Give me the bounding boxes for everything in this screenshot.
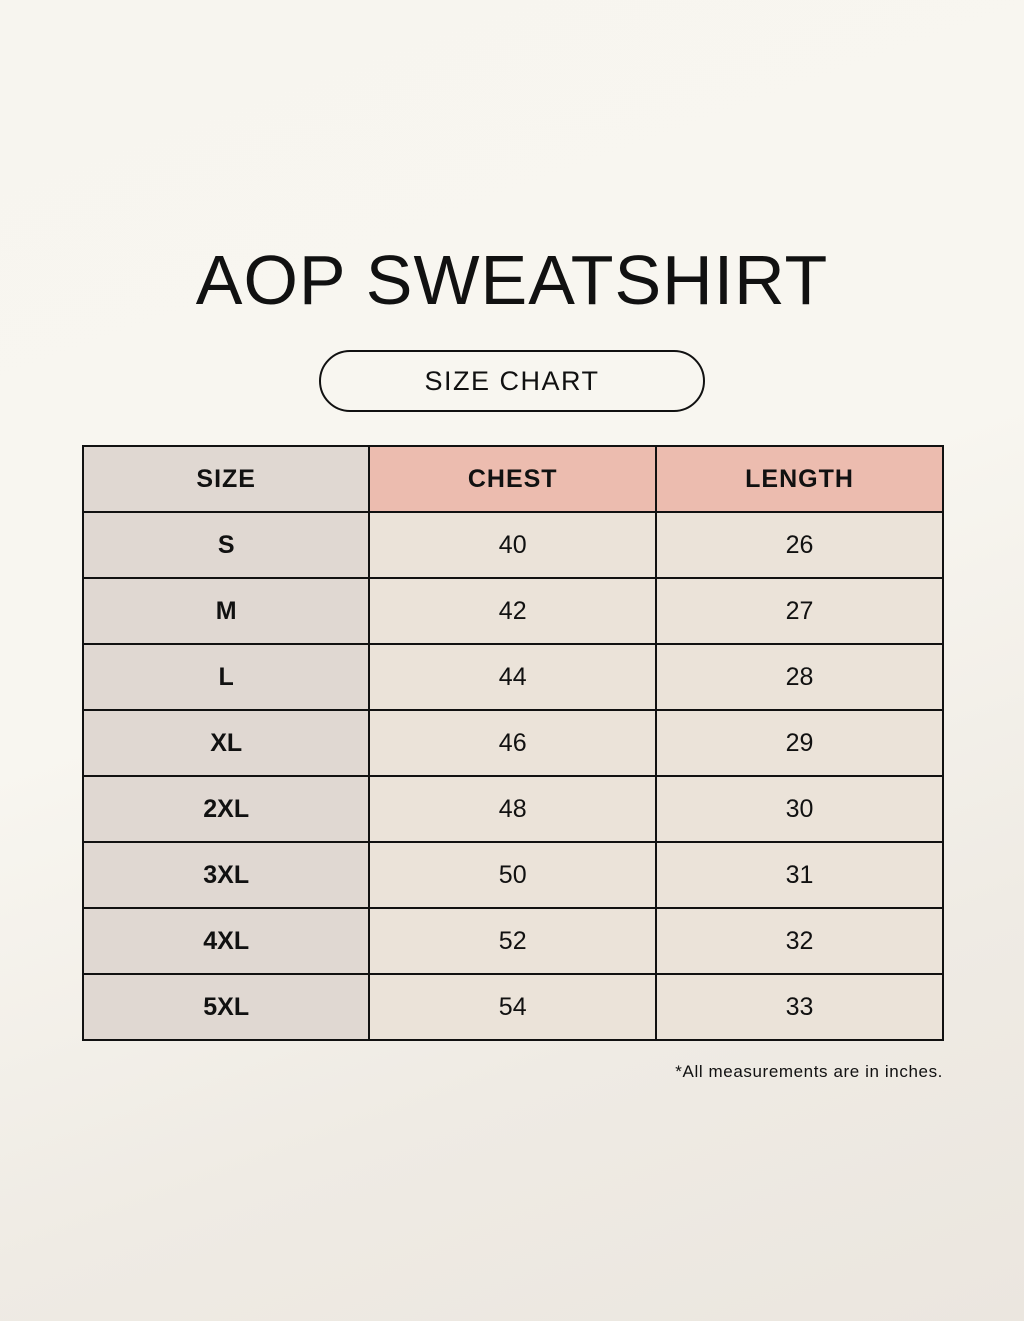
size-cell: 2XL <box>81 775 371 843</box>
size-cell: L <box>81 643 371 711</box>
chest-cell: 54 <box>368 973 658 1041</box>
table-row: 5XL 54 33 <box>81 973 944 1041</box>
size-chart-label: SIZE CHART <box>319 350 705 412</box>
size-cell: 5XL <box>81 973 371 1041</box>
length-cell: 29 <box>655 709 944 777</box>
table-row: S 40 26 <box>81 511 944 579</box>
chest-cell: 40 <box>368 511 658 579</box>
length-cell: 32 <box>655 907 944 975</box>
chest-cell: 50 <box>368 841 658 909</box>
chest-cell: 48 <box>368 775 658 843</box>
chest-cell: 46 <box>368 709 658 777</box>
size-table: SIZE CHEST LENGTH S 40 26 M 42 27 L 44 28 XL 46 29 2… <box>81 445 944 1041</box>
table-row: 2XL 48 30 <box>81 775 944 843</box>
header-chest: CHEST <box>368 445 658 513</box>
length-cell: 33 <box>655 973 944 1041</box>
size-cell: M <box>81 577 371 645</box>
size-cell: S <box>81 511 371 579</box>
chest-cell: 44 <box>368 643 658 711</box>
size-cell: 4XL <box>81 907 371 975</box>
size-cell: XL <box>81 709 371 777</box>
table-header-row: SIZE CHEST LENGTH <box>81 445 944 513</box>
header-length: LENGTH <box>655 445 944 513</box>
chest-cell: 52 <box>368 907 658 975</box>
table-row: M 42 27 <box>81 577 944 645</box>
chest-cell: 42 <box>368 577 658 645</box>
header-size: SIZE <box>81 445 371 513</box>
page-title: AOP SWEATSHIRT <box>195 241 829 319</box>
length-cell: 28 <box>655 643 944 711</box>
length-cell: 26 <box>655 511 944 579</box>
table-row: L 44 28 <box>81 643 944 711</box>
size-cell: 3XL <box>81 841 371 909</box>
length-cell: 27 <box>655 577 944 645</box>
table-row: XL 46 29 <box>81 709 944 777</box>
table-row: 4XL 52 32 <box>81 907 944 975</box>
table-row: 3XL 50 31 <box>81 841 944 909</box>
length-cell: 30 <box>655 775 944 843</box>
length-cell: 31 <box>655 841 944 909</box>
footnote: *All measurements are in inches. <box>675 1062 943 1081</box>
